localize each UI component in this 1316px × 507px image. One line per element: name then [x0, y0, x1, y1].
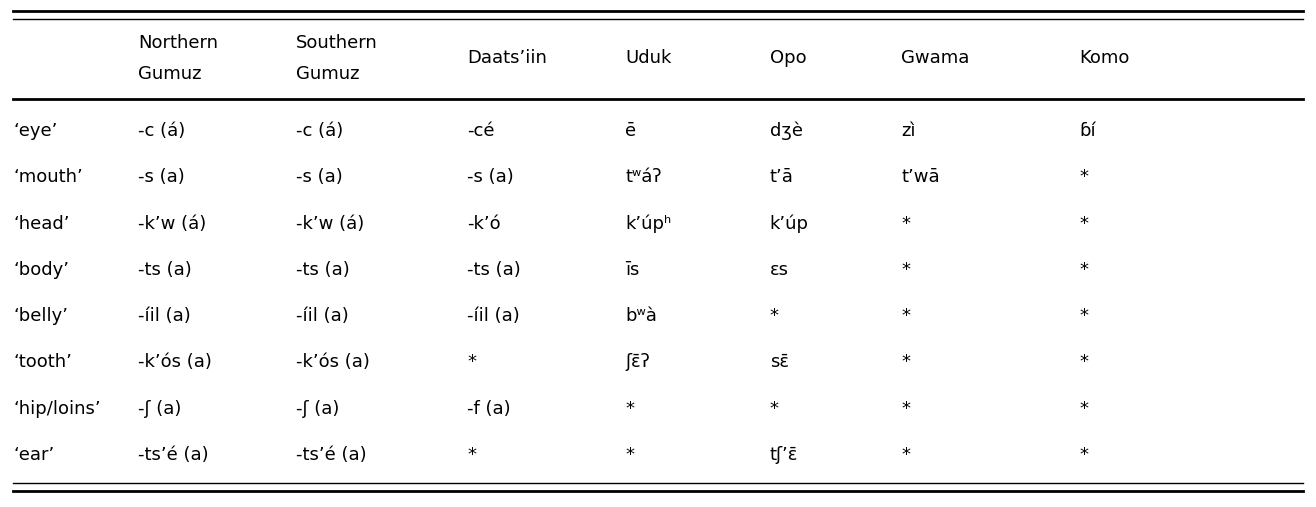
Text: -c (á): -c (á) [138, 122, 186, 140]
Text: *: * [901, 446, 911, 464]
Text: ‘mouth’: ‘mouth’ [13, 168, 83, 187]
Text: ‘body’: ‘body’ [13, 261, 70, 279]
Text: kʼúpʰ: kʼúpʰ [625, 214, 671, 233]
Text: -íil (a): -íil (a) [296, 307, 349, 325]
Text: Daatsʼiin: Daatsʼiin [467, 49, 547, 67]
Text: tʷáʔ: tʷáʔ [625, 168, 662, 187]
Text: -kʼw (á): -kʼw (á) [296, 214, 365, 233]
Text: *: * [901, 400, 911, 418]
Text: -ʃ (a): -ʃ (a) [138, 400, 182, 418]
Text: *: * [625, 446, 634, 464]
Text: *: * [901, 353, 911, 372]
Text: -f (a): -f (a) [467, 400, 511, 418]
Text: -íil (a): -íil (a) [467, 307, 520, 325]
Text: Gumuz: Gumuz [296, 64, 359, 83]
Text: Gwama: Gwama [901, 49, 970, 67]
Text: ‘belly’: ‘belly’ [13, 307, 68, 325]
Text: *: * [1079, 307, 1088, 325]
Text: sɛ̄: sɛ̄ [770, 353, 788, 372]
Text: *: * [1079, 400, 1088, 418]
Text: *: * [1079, 261, 1088, 279]
Text: -s (a): -s (a) [296, 168, 343, 187]
Text: *: * [625, 400, 634, 418]
Text: ‘ear’: ‘ear’ [13, 446, 54, 464]
Text: -cé: -cé [467, 122, 495, 140]
Text: dʒè: dʒè [770, 122, 803, 140]
Text: *: * [901, 261, 911, 279]
Text: kʼúp: kʼúp [770, 214, 809, 233]
Text: ‘eye’: ‘eye’ [13, 122, 58, 140]
Text: -s (a): -s (a) [138, 168, 186, 187]
Text: *: * [467, 353, 476, 372]
Text: -íil (a): -íil (a) [138, 307, 191, 325]
Text: -kʼw (á): -kʼw (á) [138, 214, 207, 233]
Text: *: * [1079, 214, 1088, 233]
Text: ɓí: ɓí [1079, 122, 1096, 140]
Text: bʷà: bʷà [625, 307, 657, 325]
Text: -tsʼé (a): -tsʼé (a) [138, 446, 209, 464]
Text: -ts (a): -ts (a) [296, 261, 350, 279]
Text: ‘hip/loins’: ‘hip/loins’ [13, 400, 101, 418]
Text: -c (á): -c (á) [296, 122, 343, 140]
Text: *: * [1079, 446, 1088, 464]
Text: -kʼós (a): -kʼós (a) [296, 353, 370, 372]
Text: *: * [1079, 168, 1088, 187]
Text: -kʼó: -kʼó [467, 214, 501, 233]
Text: ʃɛ̄ʔ: ʃɛ̄ʔ [625, 353, 650, 372]
Text: -ts (a): -ts (a) [138, 261, 192, 279]
Text: tʃʼɛ̄: tʃʼɛ̄ [770, 446, 799, 464]
Text: ē: ē [625, 122, 636, 140]
Text: Opo: Opo [770, 49, 807, 67]
Text: tʼā: tʼā [770, 168, 794, 187]
Text: *: * [901, 307, 911, 325]
Text: Komo: Komo [1079, 49, 1129, 67]
Text: -s (a): -s (a) [467, 168, 515, 187]
Text: -ʃ (a): -ʃ (a) [296, 400, 340, 418]
Text: *: * [1079, 353, 1088, 372]
Text: ɛs: ɛs [770, 261, 788, 279]
Text: Gumuz: Gumuz [138, 64, 201, 83]
Text: īs: īs [625, 261, 640, 279]
Text: ‘head’: ‘head’ [13, 214, 70, 233]
Text: -kʼós (a): -kʼós (a) [138, 353, 212, 372]
Text: tʼwā: tʼwā [901, 168, 940, 187]
Text: Northern: Northern [138, 34, 218, 52]
Text: *: * [901, 214, 911, 233]
Text: *: * [770, 400, 779, 418]
Text: ‘tooth’: ‘tooth’ [13, 353, 72, 372]
Text: *: * [467, 446, 476, 464]
Text: Uduk: Uduk [625, 49, 671, 67]
Text: zì: zì [901, 122, 916, 140]
Text: -ts (a): -ts (a) [467, 261, 521, 279]
Text: -tsʼé (a): -tsʼé (a) [296, 446, 367, 464]
Text: *: * [770, 307, 779, 325]
Text: Southern: Southern [296, 34, 378, 52]
